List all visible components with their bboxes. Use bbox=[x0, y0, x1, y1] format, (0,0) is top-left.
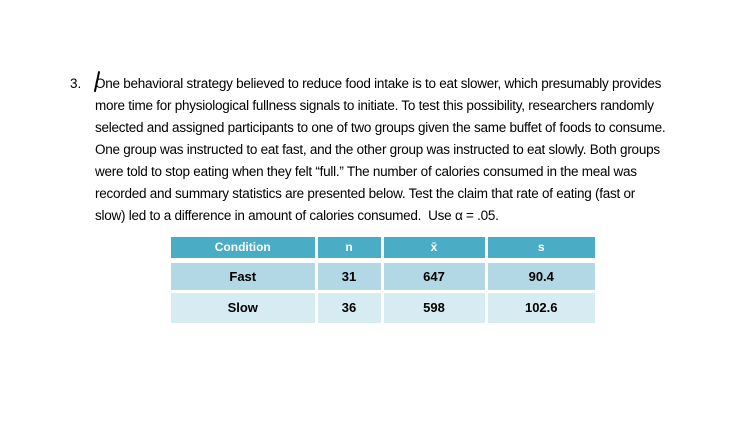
cell-s: 102.6 bbox=[486, 291, 595, 323]
summary-statistics-table: Condition n x̄ s Fast 31 647 90.4 Slow 3… bbox=[171, 237, 595, 323]
cell-n: 31 bbox=[316, 260, 384, 293]
problem-text-line: slow) led to a difference in amount of c… bbox=[95, 208, 499, 223]
column-header-n: n bbox=[316, 237, 384, 263]
problem-text-line: One behavioral strategy believed to redu… bbox=[95, 76, 662, 91]
table-row-slow: Slow 36 598 102.6 bbox=[171, 291, 595, 323]
cell-s: 90.4 bbox=[486, 260, 595, 293]
table-header-row: Condition n x̄ s bbox=[171, 237, 595, 263]
problem-text-line: recorded and summary statistics are pres… bbox=[95, 186, 636, 201]
table-row-fast: Fast 31 647 90.4 bbox=[171, 260, 595, 293]
cell-xbar: 647 bbox=[382, 260, 488, 293]
column-header-condition: Condition bbox=[171, 237, 318, 263]
problem-text-line: were told to stop eating when they felt … bbox=[95, 164, 637, 179]
cell-n: 36 bbox=[316, 291, 384, 323]
problem-text-line: more time for physiological fullness sig… bbox=[95, 98, 654, 113]
cell-condition: Fast bbox=[171, 260, 318, 293]
problem-number: 3. bbox=[70, 76, 82, 91]
cell-xbar: 598 bbox=[382, 291, 488, 323]
cell-condition: Slow bbox=[171, 291, 318, 323]
problem-text[interactable]: One behavioral strategy believed to redu… bbox=[95, 73, 705, 227]
column-header-xbar: x̄ bbox=[382, 237, 488, 263]
column-header-s: s bbox=[486, 237, 595, 263]
problem-text-line: selected and assigned participants to on… bbox=[95, 120, 666, 135]
problem-text-line: One group was instructed to eat fast, an… bbox=[95, 142, 660, 157]
